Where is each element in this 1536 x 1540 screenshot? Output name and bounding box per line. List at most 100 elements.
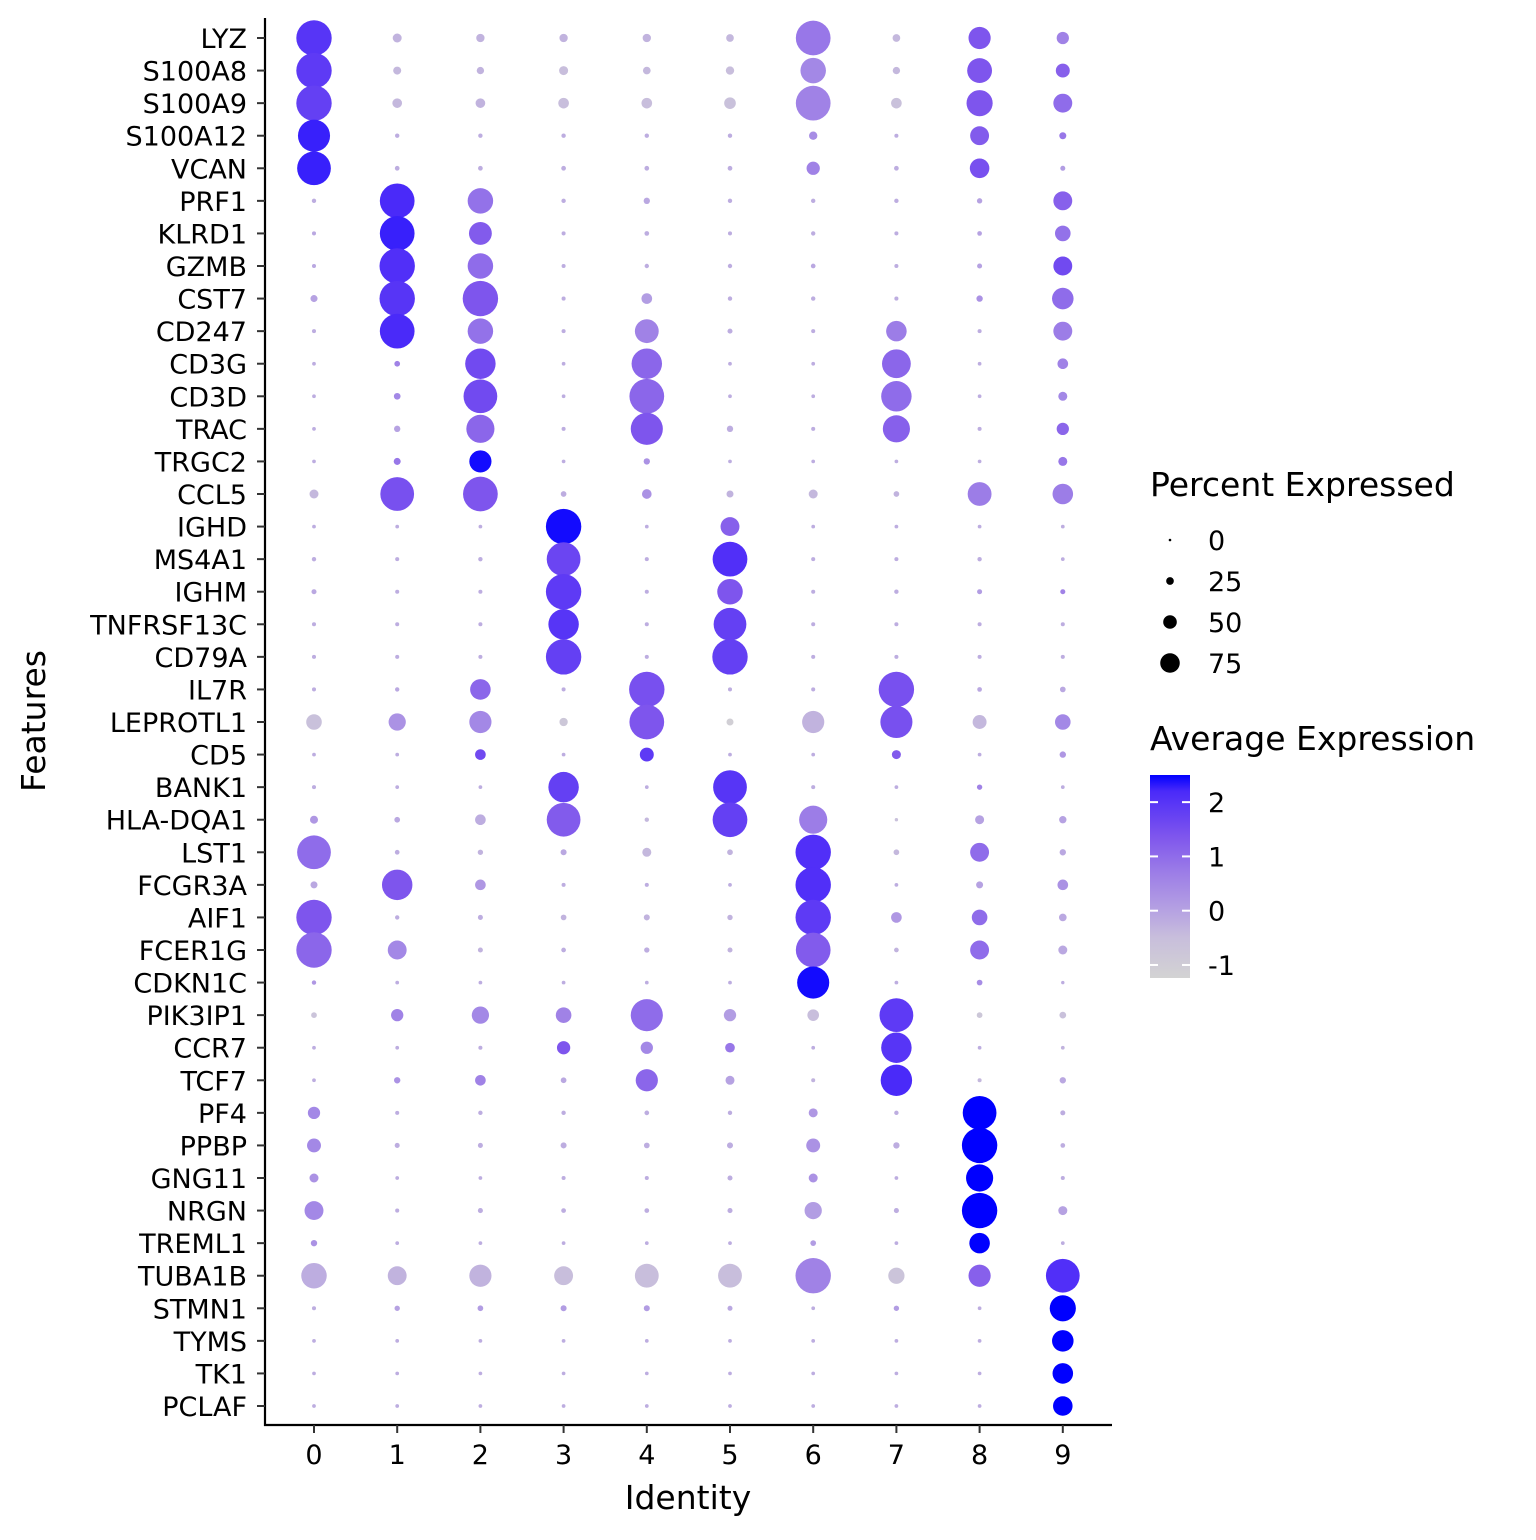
- dot-PCLAF-cluster-5: [728, 1404, 732, 1408]
- dot-GNG11-cluster-2: [478, 1176, 483, 1180]
- dot-S100A8-cluster-1: [393, 66, 402, 75]
- dot-TNFRSF13C-cluster-5: [713, 607, 747, 641]
- gene-label: FCER1G: [139, 936, 247, 967]
- dot-LYZ-cluster-4: [642, 33, 651, 43]
- dot-KLRD1-cluster-4: [644, 231, 650, 236]
- dot-IGHM-cluster-8: [977, 589, 983, 595]
- color-legend-label: 2: [1208, 788, 1225, 819]
- gene-label: TRGC2: [154, 447, 247, 478]
- dot-TUBA1B-cluster-9: [1045, 1258, 1080, 1293]
- dot-CDKN1C-cluster-5: [728, 980, 732, 985]
- dot-FCER1G-cluster-7: [894, 947, 899, 953]
- dot-PPBP-cluster-3: [560, 1142, 567, 1149]
- dot-CD247-cluster-0: [311, 329, 317, 334]
- dot-CD79A-cluster-5: [712, 639, 748, 675]
- gene-label: CD3D: [169, 382, 247, 413]
- dot-CCR7-cluster-9: [1060, 1045, 1065, 1050]
- dot-STMN1-cluster-3: [560, 1305, 567, 1312]
- dot-TRAC-cluster-7: [882, 415, 910, 443]
- dot-KLRD1-cluster-3: [561, 231, 566, 236]
- dot-FCER1G-cluster-5: [727, 947, 733, 953]
- dot-IGHM-cluster-0: [311, 589, 317, 595]
- dot-TYMS-cluster-0: [312, 1338, 316, 1343]
- dot-S100A8-cluster-3: [559, 66, 569, 76]
- dot-PRF1-cluster-9: [1053, 191, 1073, 211]
- dot-HLA-DQA1-cluster-9: [1059, 816, 1067, 824]
- dot-LYZ-cluster-2: [476, 33, 485, 43]
- cluster-label: 9: [1054, 1440, 1071, 1471]
- dot-S100A12-cluster-6: [809, 131, 818, 140]
- dot-TUBA1B-cluster-7: [888, 1267, 905, 1284]
- dot-GNG11-cluster-0: [309, 1173, 319, 1183]
- size-legend: Percent Expressed 0 25 50 75: [1150, 465, 1455, 680]
- dot-IGHM-cluster-4: [644, 589, 649, 594]
- dot-CCL5-cluster-4: [641, 489, 652, 499]
- dot-PPBP-cluster-6: [806, 1138, 821, 1153]
- dot-NRGN-cluster-8: [961, 1192, 998, 1229]
- dot-PIK3IP1-cluster-6: [807, 1009, 820, 1021]
- dot-TK1-cluster-9: [1052, 1363, 1074, 1384]
- dot-MS4A1-cluster-9: [1060, 557, 1065, 562]
- dot-NRGN-cluster-3: [561, 1208, 566, 1213]
- dot-CD5-cluster-9: [1059, 751, 1066, 758]
- dot-STMN1-cluster-2: [477, 1305, 484, 1312]
- dot-CD5-cluster-4: [639, 747, 654, 762]
- gene-label: S100A12: [126, 122, 248, 153]
- dot-CD5-cluster-5: [728, 752, 732, 757]
- dot-HLA-DQA1-cluster-0: [309, 815, 319, 824]
- gene-label: GZMB: [166, 252, 247, 283]
- dot-LEPROTL1-cluster-1: [388, 713, 406, 731]
- dot-LEPROTL1-cluster-7: [880, 705, 913, 739]
- dot-IGHD-cluster-8: [977, 524, 982, 529]
- dot-LST1-cluster-8: [970, 842, 990, 862]
- dot-CDKN1C-cluster-8: [976, 979, 983, 986]
- dot-TYMS-cluster-3: [561, 1338, 566, 1343]
- color-legend-label: -1: [1208, 951, 1235, 982]
- dot-CST7-cluster-7: [894, 296, 899, 301]
- gene-label: S100A9: [143, 89, 247, 120]
- dot-IL7R-cluster-4: [629, 671, 665, 708]
- dot-CD247-cluster-6: [811, 329, 816, 334]
- dot-FCGR3A-cluster-1: [381, 869, 413, 901]
- dot-IGHM-cluster-2: [478, 589, 483, 594]
- size-legend-dot: [1166, 577, 1174, 585]
- dot-IL7R-cluster-5: [727, 687, 733, 692]
- dot-PCLAF-cluster-9: [1053, 1396, 1073, 1416]
- gene-label: AIF1: [188, 903, 247, 934]
- dot-S100A12-cluster-2: [478, 133, 483, 138]
- dot-CST7-cluster-8: [976, 295, 983, 302]
- dot-VCAN-cluster-2: [478, 165, 483, 171]
- dot-HLA-DQA1-cluster-5: [712, 802, 748, 838]
- dot-CD3D-cluster-3: [561, 394, 566, 399]
- dot-TUBA1B-cluster-3: [554, 1266, 574, 1286]
- dot-CST7-cluster-0: [310, 295, 318, 303]
- dot-TNFRSF13C-cluster-2: [478, 622, 483, 627]
- dot-PCLAF-cluster-1: [395, 1404, 400, 1408]
- gene-label: IL7R: [188, 675, 247, 706]
- dot-LEPROTL1-cluster-8: [972, 715, 987, 729]
- dot-TCF7-cluster-2: [475, 1074, 486, 1086]
- dot-TNFRSF13C-cluster-1: [395, 622, 400, 627]
- dot-VCAN-cluster-7: [894, 165, 899, 171]
- dot-CD79A-cluster-6: [811, 654, 816, 659]
- dot-S100A9-cluster-3: [558, 97, 569, 109]
- dot-TNFRSF13C-cluster-8: [977, 622, 982, 627]
- cluster-label: 8: [971, 1440, 988, 1471]
- dot-CD3G-cluster-0: [312, 361, 316, 366]
- dot-CCL5-cluster-5: [726, 490, 734, 498]
- dot-TREML1-cluster-2: [478, 1241, 483, 1246]
- gene-label: CD5: [190, 741, 247, 772]
- dot-CST7-cluster-6: [811, 296, 816, 301]
- size-legend-dot: [1160, 653, 1180, 673]
- dot-TRAC-cluster-4: [630, 412, 663, 445]
- dot-CD3G-cluster-2: [465, 348, 496, 379]
- dot-LEPROTL1-cluster-2: [469, 710, 492, 734]
- dot-GNG11-cluster-6: [808, 1173, 818, 1183]
- dot-S100A9-cluster-9: [1053, 93, 1073, 113]
- dot-FCER1G-cluster-2: [477, 947, 483, 953]
- dot-TUBA1B-cluster-1: [387, 1266, 407, 1286]
- dot-TK1-cluster-3: [561, 1371, 566, 1376]
- size-legend-dot: [1163, 615, 1177, 629]
- dot-TRGC2-cluster-4: [643, 458, 650, 465]
- dot-TCF7-cluster-6: [811, 1078, 816, 1083]
